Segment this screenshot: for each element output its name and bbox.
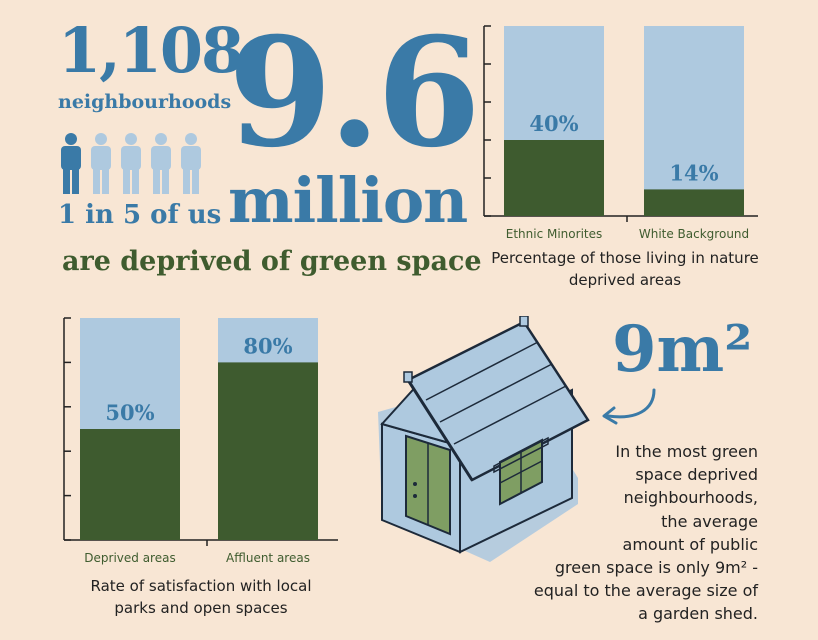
shed-size-value: 9m² bbox=[612, 312, 753, 387]
person-icon bbox=[181, 133, 201, 194]
category-label: Deprived areas bbox=[84, 551, 175, 565]
person-icon bbox=[121, 133, 141, 194]
category-label: Affluent areas bbox=[226, 551, 310, 565]
arrow-icon bbox=[602, 388, 656, 425]
bar-background bbox=[644, 26, 744, 216]
description-line: space deprived bbox=[635, 465, 758, 485]
data-label: 40% bbox=[529, 111, 578, 136]
bar bbox=[218, 362, 318, 540]
description-line: In the most green bbox=[615, 442, 758, 461]
data-label: 14% bbox=[669, 160, 718, 185]
chart1-caption: Percentage of those living in nature dep… bbox=[491, 249, 759, 289]
chart-park-satisfaction: 50% Deprived areas 80% Affluent areas bbox=[63, 317, 338, 565]
category-label: White Background bbox=[639, 227, 749, 241]
bar bbox=[80, 429, 180, 540]
garden-shed-illustration bbox=[378, 316, 590, 562]
person-icon bbox=[151, 133, 171, 194]
bar bbox=[504, 140, 604, 216]
description-line: amount of public bbox=[622, 534, 758, 554]
person-icon bbox=[61, 133, 81, 194]
person-icon bbox=[91, 133, 111, 194]
neighbourhood-count: 1,108 bbox=[58, 14, 244, 87]
description-line: neighbourhoods, bbox=[623, 488, 758, 508]
data-label: 50% bbox=[105, 400, 154, 425]
chart-nature-deprived: 40% Ethnic Minorites 14% White Background bbox=[483, 25, 758, 241]
category-label: Ethnic Minorites bbox=[506, 227, 603, 241]
chart2-caption: Rate of satisfaction with local parks an… bbox=[90, 577, 312, 617]
neighbourhoods-label: neighbourhoods bbox=[58, 91, 232, 113]
people-icons bbox=[61, 133, 201, 194]
big-number: 9.6 bbox=[228, 5, 481, 181]
bar bbox=[644, 189, 744, 216]
data-label: 80% bbox=[243, 333, 292, 358]
tagline: are deprived of green space bbox=[62, 246, 482, 277]
description-line: green space is only 9m² - bbox=[554, 557, 758, 577]
description-line: equal to the average size of bbox=[533, 581, 758, 601]
ratio-label: 1 in 5 of us bbox=[58, 200, 222, 230]
description-line: the average bbox=[661, 511, 758, 531]
description-line: a garden shed. bbox=[638, 604, 758, 624]
shed-description: In the most green space deprived neighbour… bbox=[470, 440, 758, 626]
big-number-unit: million bbox=[228, 164, 468, 237]
